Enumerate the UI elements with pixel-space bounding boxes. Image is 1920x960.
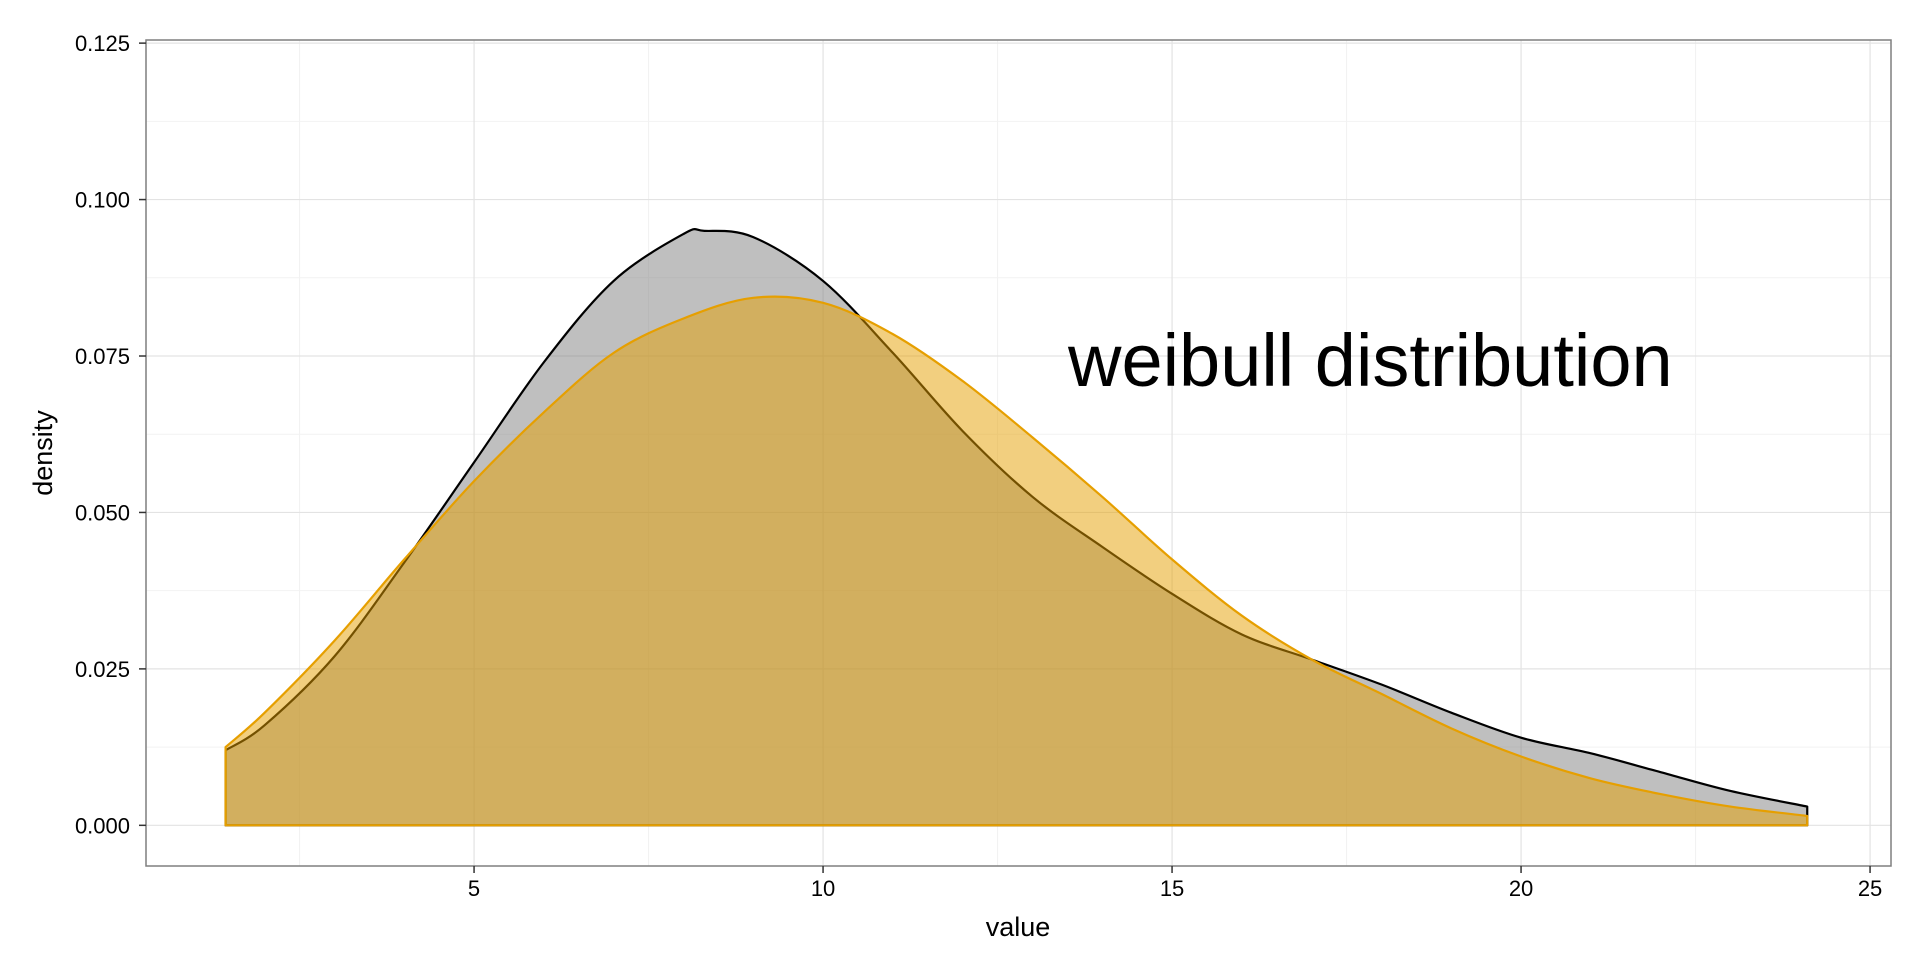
y-tick-label: 0.075 — [75, 344, 130, 369]
x-tick-label: 5 — [468, 876, 480, 901]
x-tick-label: 10 — [811, 876, 835, 901]
chart-annotation: weibull distribution — [1067, 319, 1673, 402]
x-axis-title: value — [986, 912, 1051, 942]
series-2-area — [225, 296, 1808, 826]
y-tick-label: 0.000 — [75, 813, 130, 838]
series-layer — [224, 227, 1809, 827]
x-tick-label: 15 — [1160, 876, 1184, 901]
y-tick-label: 0.025 — [75, 657, 130, 682]
y-tick-label: 0.050 — [75, 500, 130, 525]
y-tick-label: 0.125 — [75, 31, 130, 56]
plot-border — [145, 39, 1892, 867]
y-axis-title: density — [28, 410, 58, 496]
x-tick-label: 20 — [1509, 876, 1533, 901]
x-tick-label: 25 — [1858, 876, 1882, 901]
y-tick-label: 0.100 — [75, 188, 130, 213]
axes: 5 10 15 20 25 0.000 0.025 0.050 0.075 0.100 0.125 — [75, 31, 1882, 901]
series-2-line — [224, 295, 1809, 827]
